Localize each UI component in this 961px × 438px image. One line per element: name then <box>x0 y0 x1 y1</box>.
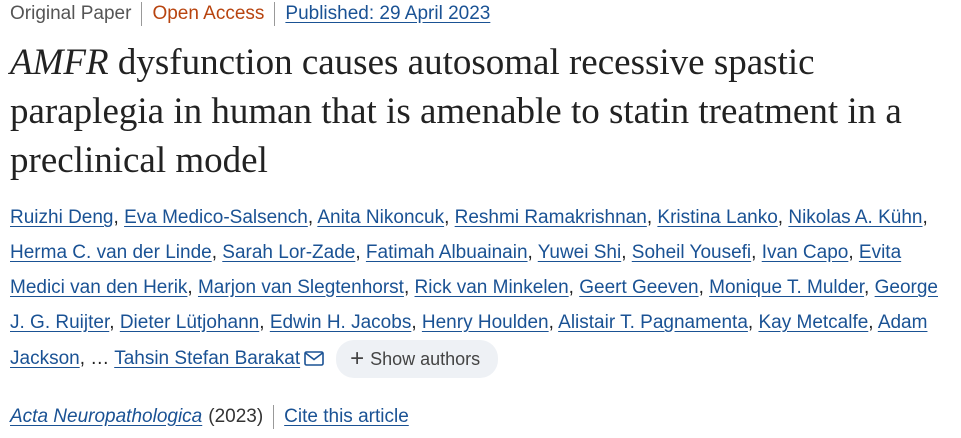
author-item: Kristina Lanko <box>657 207 777 228</box>
author-link[interactable]: Henry Houlden <box>421 312 549 333</box>
article-title: AMFR dysfunction causes autosomal recess… <box>10 38 955 185</box>
author-link[interactable]: Fatimah Albuainain <box>365 242 528 263</box>
envelope-icon[interactable] <box>304 343 324 378</box>
author-item: Fatimah Albuainain <box>366 242 528 263</box>
author-item: Monique T. Mulder <box>709 277 864 298</box>
title-text: dysfunction causes autosomal recessive s… <box>10 42 902 181</box>
author-item: Dieter Lütjohann <box>120 312 259 333</box>
author-link[interactable]: Marjon van Slegtenhorst <box>197 277 404 298</box>
author-link[interactable]: Adam Jackson <box>10 312 928 370</box>
author-item: Rick van Minkelen <box>415 277 569 298</box>
author-item: Ivan Capo <box>762 242 849 263</box>
author-item: Alistair T. Pagnamenta <box>558 312 748 333</box>
author-item: Kay Metcalfe <box>758 312 868 333</box>
publication-year: (2023) <box>208 406 264 427</box>
author-link[interactable]: Reshmi Ramakrishnan <box>454 207 647 228</box>
journal-link[interactable]: Acta Neuropathologica <box>10 406 203 427</box>
author-item: Henry Houlden <box>422 312 549 333</box>
author-list: Ruizhi Deng, Eva Medico-Salsench, Anita … <box>10 200 950 378</box>
author-link[interactable]: Herma C. van der Linde <box>10 242 212 263</box>
author-item: Herma C. van der Linde <box>10 242 212 263</box>
author-item: Sarah Lor-Zade <box>222 242 355 263</box>
author-item: George J. G. Ruijter <box>10 277 938 333</box>
author-link[interactable]: Kristina Lanko <box>657 207 778 228</box>
author-link[interactable]: Soheil Yousefi <box>631 242 752 263</box>
author-item: Anita Nikoncuk <box>317 207 444 228</box>
corresponding-author-link[interactable]: Tahsin Stefan Barakat <box>114 348 301 370</box>
author-item: Adam Jackson <box>10 312 927 369</box>
author-link[interactable]: Alistair T. Pagnamenta <box>558 312 748 333</box>
author-link[interactable]: Edwin H. Jacobs <box>269 312 412 333</box>
citation-row: Acta Neuropathologica (2023) Cite this a… <box>10 404 409 430</box>
show-authors-button[interactable]: + Show authors <box>336 340 499 378</box>
author-item: Edwin H. Jacobs <box>270 312 412 333</box>
article-type: Original Paper <box>10 3 132 24</box>
author-link[interactable]: Nikolas A. Kühn <box>788 207 923 228</box>
open-access-label: Open Access <box>152 3 265 24</box>
author-link[interactable]: Eva Medico-Salsench <box>124 207 308 228</box>
plus-icon: + <box>350 345 365 372</box>
divider <box>273 405 275 429</box>
author-item: Yuwei Shi <box>538 242 621 263</box>
title-gene: AMFR <box>10 42 109 83</box>
published-date-link[interactable]: Published: 29 April 2023 <box>285 3 491 24</box>
author-link[interactable]: Evita Medici van den Herik <box>10 242 902 298</box>
author-item: Nikolas A. Kühn <box>788 207 922 228</box>
author-item: Evita Medici van den Herik <box>10 242 901 298</box>
article-meta: Original Paper Open Access Published: 29… <box>10 2 490 26</box>
author-item: Eva Medico-Salsench <box>124 207 308 228</box>
author-link[interactable]: Geert Geeven <box>579 277 699 298</box>
author-link[interactable]: Yuwei Shi <box>537 242 622 263</box>
author-item: Reshmi Ramakrishnan <box>455 207 647 228</box>
author-link[interactable]: Anita Nikoncuk <box>317 207 445 228</box>
author-link[interactable]: Monique T. Mulder <box>709 277 865 298</box>
author-link[interactable]: Ivan Capo <box>761 242 849 263</box>
author-item: Marjon van Slegtenhorst <box>198 277 404 298</box>
author-item: Tahsin Stefan Barakat <box>114 348 324 369</box>
author-item: Ruizhi Deng <box>10 207 114 228</box>
author-link[interactable]: George J. G. Ruijter <box>10 277 938 333</box>
author-link[interactable]: Rick van Minkelen <box>414 277 569 298</box>
show-authors-label: Show authors <box>370 348 481 369</box>
author-link[interactable]: Dieter Lütjohann <box>119 312 260 333</box>
author-item: Soheil Yousefi <box>632 242 751 263</box>
cite-article-link[interactable]: Cite this article <box>284 406 409 427</box>
divider <box>141 2 143 26</box>
author-link[interactable]: Ruizhi Deng <box>10 207 114 228</box>
divider <box>274 2 276 26</box>
author-link[interactable]: Sarah Lor-Zade <box>222 242 356 263</box>
author-item: Geert Geeven <box>579 277 698 298</box>
author-link[interactable]: Kay Metcalfe <box>758 312 869 333</box>
authors-ellipsis: … <box>90 348 110 370</box>
